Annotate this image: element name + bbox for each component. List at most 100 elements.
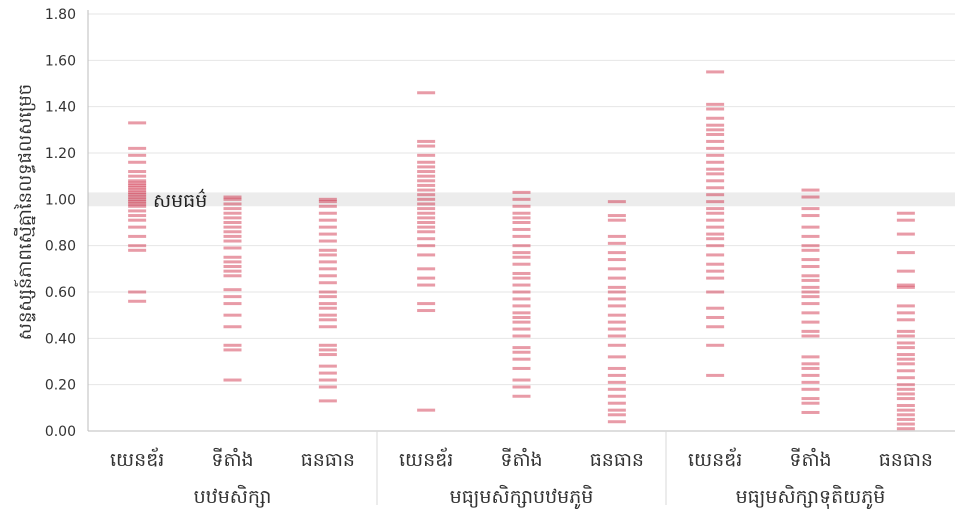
data-mark (706, 244, 725, 248)
data-mark (318, 253, 337, 257)
data-mark (801, 329, 820, 333)
data-mark (706, 123, 725, 127)
data-mark (801, 195, 820, 199)
data-mark (896, 369, 915, 373)
data-mark (318, 260, 337, 264)
data-mark (801, 362, 820, 366)
data-mark (318, 197, 337, 201)
data-mark (896, 269, 915, 273)
data-mark (896, 413, 915, 417)
data-mark (223, 225, 242, 229)
data-mark (512, 251, 531, 255)
data-mark (801, 320, 820, 324)
data-mark (223, 197, 242, 201)
data-mark (512, 244, 531, 248)
data-mark (128, 244, 147, 248)
data-mark (417, 216, 436, 220)
data-mark (607, 276, 626, 280)
data-mark (512, 378, 531, 382)
data-mark (417, 225, 436, 229)
data-mark (896, 362, 915, 366)
data-mark (223, 343, 242, 347)
data-mark (223, 313, 242, 317)
data-mark (318, 218, 337, 222)
data-mark (607, 380, 626, 384)
data-mark (607, 285, 626, 289)
data-mark (706, 218, 725, 222)
data-mark (417, 188, 436, 192)
data-mark (128, 202, 147, 206)
data-mark (706, 207, 725, 211)
data-mark (417, 197, 436, 201)
data-mark (417, 153, 436, 157)
data-mark (512, 327, 531, 331)
data-mark (223, 207, 242, 211)
data-mark (128, 299, 147, 303)
data-mark (512, 271, 531, 275)
data-mark (607, 343, 626, 347)
data-mark (223, 378, 242, 382)
data-mark (896, 408, 915, 412)
data-mark (607, 366, 626, 370)
data-mark (896, 311, 915, 315)
data-mark (318, 274, 337, 278)
data-mark (706, 186, 725, 190)
y-tick-label: 0.00 (45, 424, 76, 440)
data-mark (801, 410, 820, 414)
data-mark (896, 285, 915, 289)
data-mark (607, 214, 626, 218)
data-mark (417, 144, 436, 148)
data-mark (706, 262, 725, 266)
data-mark (128, 195, 147, 199)
data-mark (801, 258, 820, 262)
data-mark (128, 181, 147, 185)
data-mark (318, 306, 337, 310)
data-mark (706, 315, 725, 319)
data-mark (607, 387, 626, 391)
data-mark (896, 218, 915, 222)
data-mark (512, 234, 531, 238)
data-mark (607, 304, 626, 308)
data-mark (318, 385, 337, 389)
data-mark (607, 327, 626, 331)
data-mark (801, 188, 820, 192)
category-label: យេនឌ័រ (399, 447, 453, 471)
data-mark (512, 304, 531, 308)
data-mark (896, 251, 915, 255)
data-mark (801, 334, 820, 338)
data-mark (318, 232, 337, 236)
data-mark (896, 397, 915, 401)
data-mark (223, 211, 242, 215)
data-mark (128, 290, 147, 294)
data-mark (512, 315, 531, 319)
parity-band (88, 192, 955, 207)
data-mark (128, 248, 147, 252)
data-mark (512, 297, 531, 301)
category-label: យេនឌ័រ (688, 447, 742, 471)
category-label: យេនឌ័រ (110, 447, 164, 471)
data-mark (801, 248, 820, 252)
data-mark (896, 334, 915, 338)
data-mark (801, 387, 820, 391)
data-mark (896, 353, 915, 357)
data-mark (512, 311, 531, 315)
data-mark (706, 193, 725, 197)
data-mark (607, 234, 626, 238)
data-mark (512, 211, 531, 215)
data-mark (417, 276, 436, 280)
data-mark (801, 265, 820, 269)
data-mark (417, 211, 436, 215)
y-tick-label: 0.60 (45, 285, 76, 301)
data-mark (607, 355, 626, 359)
data-mark (706, 253, 725, 257)
data-mark (706, 325, 725, 329)
data-mark (417, 170, 436, 174)
data-mark (512, 357, 531, 361)
data-mark (128, 153, 147, 157)
y-tick-label: 0.80 (45, 239, 76, 255)
data-mark (607, 334, 626, 338)
data-mark (512, 385, 531, 389)
data-mark (318, 399, 337, 403)
y-tick-label: 1.40 (45, 100, 76, 116)
